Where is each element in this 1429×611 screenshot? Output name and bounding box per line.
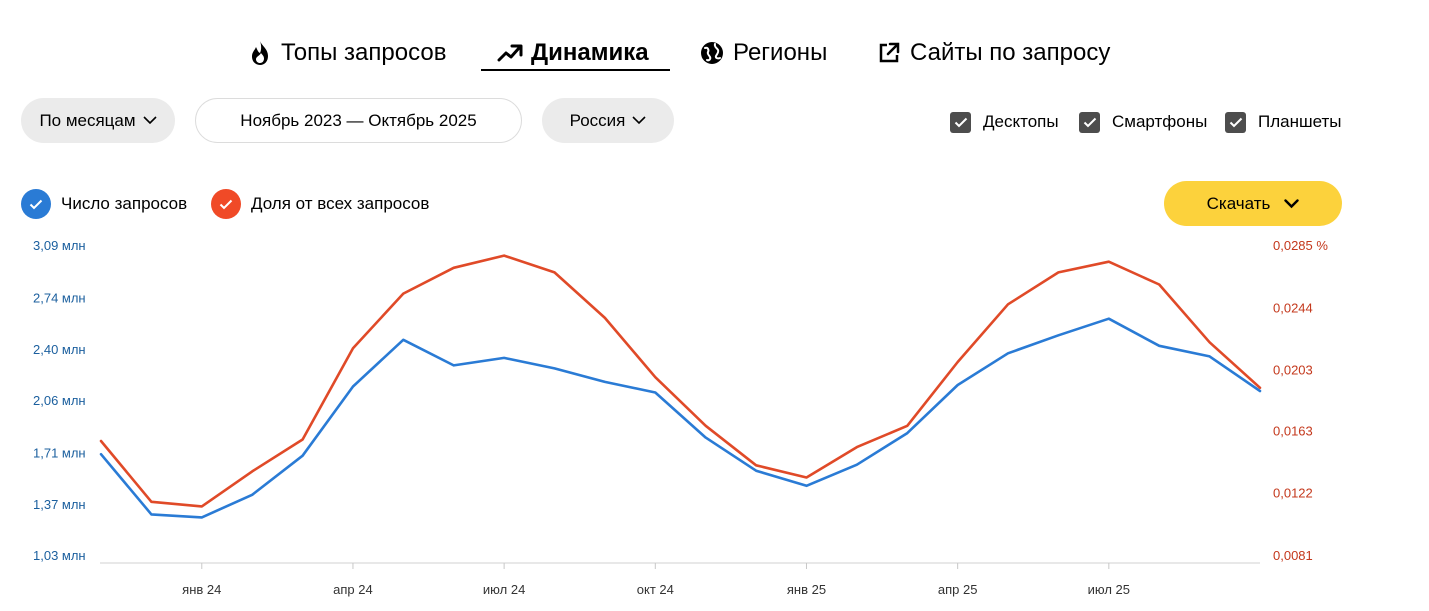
checkbox-checked-icon [950,111,971,133]
right-tick-label: 0,0122 [1273,486,1313,501]
fire-icon [247,40,273,66]
metric-share-toggle[interactable]: Доля от всех запросов [211,189,429,219]
tab-label: Топы запросов [281,39,447,66]
x-tick-label: июл 24 [483,582,525,597]
x-axis-ticks: янв 24 апр 24 июл 24 окт 24 янв 25 апр 25 июл … [182,563,1130,597]
right-axis-ticks: 0,0285 % 0,0244 0,0203 0,0163 0,0122 0,0081 [1273,238,1328,563]
series-line-share [99,254,1262,508]
chevron-down-icon [142,116,157,125]
x-tick-label: окт 24 [637,582,674,597]
device-smartphone-checkbox[interactable]: Смартфоны [1079,110,1207,134]
period-select[interactable]: По месяцам [21,98,175,143]
right-tick-label: 0,0081 [1273,548,1313,563]
x-tick-label: июл 25 [1088,582,1130,597]
x-tick-label: янв 25 [787,582,826,597]
left-tick-label: 1,71 млн [33,446,86,461]
download-button-label: Скачать [1206,193,1271,213]
left-tick-label: 2,74 млн [33,291,86,306]
x-tick-label: янв 24 [182,582,221,597]
right-tick-label: 0,0163 [1273,423,1313,438]
chevron-down-icon [1284,198,1300,209]
period-select-label: По месяцам [39,110,136,130]
device-desktop-checkbox[interactable]: Десктопы [950,110,1059,134]
left-axis-ticks: 3,09 млн 2,74 млн 2,40 млн 2,06 млн 1,71 млн… [33,238,86,563]
active-tab-underline [481,69,670,71]
series-lines [99,254,1262,519]
left-tick-label: 1,03 млн [33,548,86,563]
checkbox-checked-icon [1225,111,1246,133]
right-tick-label: 0,0285 % [1273,238,1328,253]
right-tick-label: 0,0203 [1273,363,1313,378]
tabs-bar: Топы запросов Динамика Регионы Сайты по … [0,36,1429,76]
checkbox-checked-icon [1079,111,1100,133]
device-label: Десктопы [983,112,1059,131]
globe-icon [699,40,725,66]
chevron-down-icon [632,116,646,125]
date-range-label: Ноябрь 2023 — Октябрь 2025 [240,110,477,130]
left-tick-label: 2,40 млн [33,342,86,357]
left-tick-label: 1,37 млн [33,497,86,512]
region-select-label: Россия [569,110,626,130]
tab-label: Регионы [733,39,828,66]
left-tick-label: 3,09 млн [33,238,86,253]
right-tick-label: 0,0244 [1273,300,1313,315]
left-tick-label: 2,06 млн [33,393,86,408]
date-range-picker[interactable]: Ноябрь 2023 — Октябрь 2025 [195,98,522,143]
check-circle-icon [21,189,51,219]
metric-label: Доля от всех запросов [251,194,430,213]
x-tick-label: апр 25 [938,582,978,597]
metric-query-count-toggle[interactable]: Число запросов [21,189,187,219]
tab-regions[interactable]: Регионы [699,36,827,70]
trend-icon [497,40,523,66]
region-select[interactable]: Россия [542,98,674,143]
download-button[interactable]: Скачать [1164,181,1342,226]
tab-top-queries[interactable]: Топы запросов [247,36,446,70]
device-label: Планшеты [1258,112,1342,131]
metric-label: Число запросов [61,194,188,213]
dynamics-chart: 3,09 млн 2,74 млн 2,40 млн 2,06 млн 1,71 млн… [33,238,1328,597]
x-tick-label: апр 24 [333,582,373,597]
tab-label: Динамика [531,39,649,66]
device-label: Смартфоны [1112,112,1208,131]
check-circle-icon [211,189,241,219]
tab-dynamics[interactable]: Динамика [497,36,649,70]
tab-sites[interactable]: Сайты по запросу [876,36,1110,70]
tab-label: Сайты по запросу [910,39,1111,66]
device-tablet-checkbox[interactable]: Планшеты [1225,110,1342,134]
series-line-query-count [99,317,1262,519]
external-link-icon [876,40,902,66]
